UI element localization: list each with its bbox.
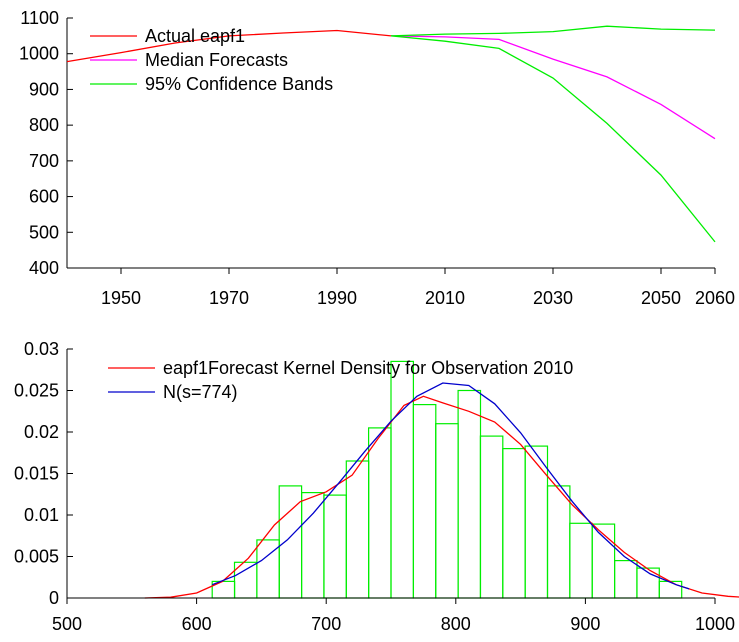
chart1-y-tick-label: 400: [29, 258, 59, 278]
chart2-histogram-bar: [479, 435, 504, 599]
chart2-y-tick-label: 0.03: [24, 339, 59, 359]
chart2-x-tick-label: 800: [441, 614, 471, 634]
kernel-density-histogram-chart: 0 0.005 0.01 0.015 0.02 0.025 0.03 500 600 700 800…: [14, 339, 739, 634]
chart1-x-tick-label: 2010: [425, 288, 465, 308]
chart2-y-tick-label: 0.015: [14, 464, 59, 484]
chart2-x-tick-label: 600: [182, 614, 212, 634]
chart2-legend-label: eapf1Forecast Kernel Density for Observa…: [163, 358, 573, 378]
chart1-legend-label: 95% Confidence Bands: [145, 74, 333, 94]
chart2-y-tick-label: 0.02: [24, 422, 59, 442]
chart2-histogram-bar: [457, 389, 482, 599]
chart1-x-tick-label: 1970: [209, 288, 249, 308]
chart1-x-tick-label: 1990: [317, 288, 357, 308]
chart2-y-tick-label: 0.005: [14, 547, 59, 567]
chart1-y-tick-label: 600: [29, 187, 59, 207]
chart2-histogram-bar: [301, 492, 325, 599]
chart2-histogram-bar: [658, 580, 683, 599]
chart2-y-tick-label: 0.01: [24, 505, 59, 525]
chart2-histogram-bar: [390, 360, 414, 599]
chart2-histogram-bar: [323, 494, 347, 599]
chart2-density-line-1: [211, 382, 690, 590]
chart2-histogram-bar: [435, 423, 459, 599]
chart2-histogram-bar: [546, 485, 571, 599]
chart2-histogram-bar: [368, 427, 392, 599]
chart1-series-line-3: [390, 25, 716, 37]
chart2-legend-label: N(s=774): [163, 382, 238, 402]
chart1-series-line-1: [390, 35, 716, 140]
chart2-y-tick-label: 0.025: [14, 381, 59, 401]
chart2-x-tick-label: 700: [311, 614, 341, 634]
chart2-histogram-bar: [502, 448, 526, 599]
chart1-y-tick-label: 800: [29, 115, 59, 135]
chart1-legend-label: Actual eapf1: [145, 26, 245, 46]
chart1-y-tick-label: 700: [29, 151, 59, 171]
chart1-y-tick-label: 1100: [20, 8, 59, 28]
forecast-line-chart: 400 500 600 700 800 900 1000 1100 1950 1970 1990 20…: [19, 8, 735, 308]
chart2-histogram-bar: [345, 460, 370, 599]
chart1-y-tick-label: 900: [29, 79, 59, 99]
chart1-x-tick-label: 2030: [533, 288, 573, 308]
chart2-histogram-bar: [569, 522, 593, 599]
chart1-legend-label: Median Forecasts: [145, 50, 288, 70]
chart1-series-line-2: [390, 35, 716, 243]
chart2-x-tick-label: 500: [52, 614, 82, 634]
chart2-x-tick-label: 1000: [695, 614, 735, 634]
chart2-histogram-bar: [524, 445, 549, 599]
chart1-y-tick-label: 1000: [19, 44, 59, 64]
chart2-histogram-bar: [591, 523, 616, 599]
chart1-y-tick-label: 500: [29, 222, 59, 242]
chart2-x-tick-label: 900: [570, 614, 600, 634]
chart2-histogram-bar: [613, 559, 638, 599]
chart1-x-tick-label: 2050: [641, 288, 681, 308]
chart2-density-line-0: [144, 395, 739, 599]
chart1-x-tick-label: 1950: [101, 288, 141, 308]
chart1-x-tick-label: 2060: [695, 288, 735, 308]
chart1-series-line-0: [66, 29, 392, 63]
chart2-histogram-bar: [412, 404, 437, 599]
chart2-y-tick-label: 0: [49, 588, 59, 608]
